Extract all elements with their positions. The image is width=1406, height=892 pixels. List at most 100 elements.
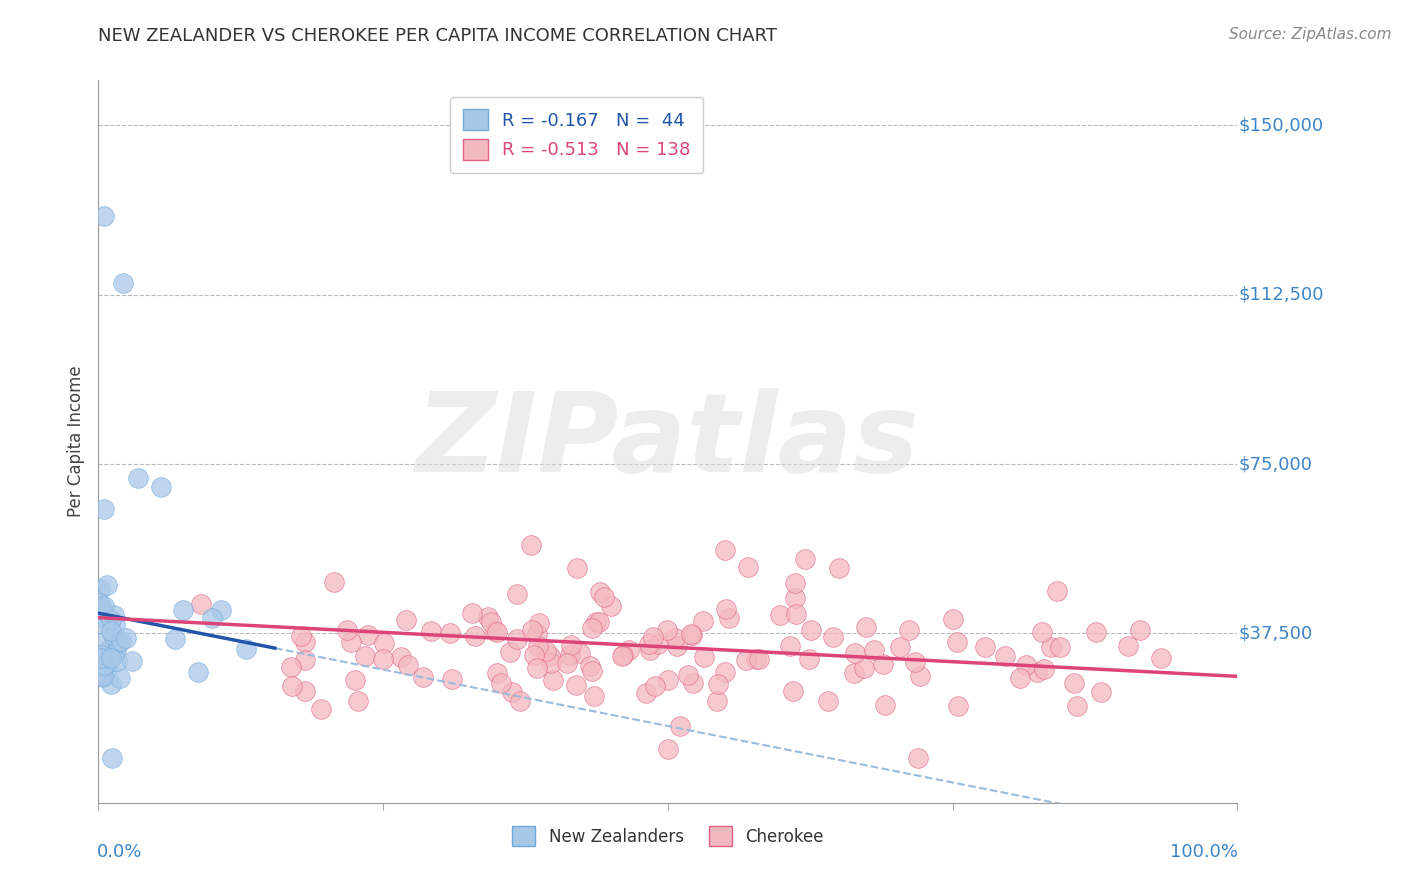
Point	[523, 648, 546, 662]
Point	[103, 628, 125, 642]
Point	[714, 542, 737, 557]
Point	[863, 643, 886, 657]
Point	[842, 665, 865, 680]
Point	[734, 653, 756, 667]
Point	[280, 660, 302, 674]
Point	[91, 648, 114, 662]
Point	[536, 644, 558, 658]
Point	[681, 627, 703, 641]
Text: $75,000: $75,000	[1239, 455, 1312, 473]
Point	[1039, 640, 1062, 654]
Point	[87, 659, 110, 673]
Point	[600, 599, 623, 614]
Point	[439, 626, 461, 640]
Point	[668, 719, 690, 733]
Point	[655, 623, 678, 637]
Point	[343, 673, 366, 687]
Point	[108, 671, 131, 685]
Point	[114, 631, 136, 645]
Point	[100, 613, 122, 627]
Point	[477, 609, 499, 624]
Point	[637, 637, 659, 651]
Point	[395, 613, 418, 627]
Point	[745, 652, 768, 666]
Point	[706, 694, 728, 708]
Point	[946, 635, 969, 649]
Point	[100, 677, 122, 691]
Point	[657, 741, 679, 756]
Point	[294, 653, 316, 667]
Point	[209, 603, 232, 617]
Point	[498, 645, 520, 659]
Point	[588, 615, 610, 629]
Point	[1149, 650, 1171, 665]
Point	[520, 538, 543, 552]
Point	[785, 607, 807, 621]
Point	[946, 699, 969, 714]
Point	[692, 614, 714, 628]
Point	[817, 694, 839, 708]
Point	[785, 591, 807, 605]
Point	[779, 640, 801, 654]
Point	[555, 656, 578, 670]
Point	[617, 643, 640, 657]
Point	[187, 665, 209, 679]
Point	[568, 646, 591, 660]
Point	[485, 665, 508, 680]
Point	[506, 587, 529, 601]
Point	[501, 685, 523, 699]
Point	[585, 615, 607, 629]
Point	[1084, 624, 1107, 639]
Point	[565, 561, 588, 575]
Point	[641, 630, 664, 644]
Point	[506, 632, 529, 646]
Point	[581, 664, 603, 678]
Point	[201, 610, 224, 624]
Point	[889, 640, 911, 655]
Point	[748, 651, 770, 665]
Point	[235, 641, 257, 656]
Point	[396, 658, 419, 673]
Point	[1129, 623, 1152, 637]
Legend: New Zealanders, Cherokee: New Zealanders, Cherokee	[505, 820, 831, 852]
Point	[1026, 665, 1049, 679]
Point	[1049, 640, 1071, 654]
Point	[583, 689, 606, 703]
Text: $37,500: $37,500	[1239, 624, 1313, 642]
Point	[799, 651, 821, 665]
Point	[103, 608, 125, 623]
Point	[461, 607, 484, 621]
Point	[87, 610, 110, 624]
Point	[1015, 657, 1038, 672]
Point	[90, 650, 112, 665]
Text: 0.0%: 0.0%	[97, 843, 142, 861]
Point	[540, 657, 562, 671]
Point	[908, 669, 931, 683]
Point	[93, 502, 115, 516]
Point	[612, 648, 634, 662]
Point	[354, 648, 377, 663]
Point	[828, 561, 851, 575]
Point	[91, 670, 114, 684]
Point	[87, 636, 110, 650]
Point	[636, 685, 658, 699]
Point	[800, 623, 823, 637]
Point	[105, 654, 128, 668]
Point	[682, 675, 704, 690]
Point	[1031, 625, 1053, 640]
Text: $112,500: $112,500	[1239, 285, 1324, 304]
Point	[91, 669, 114, 683]
Point	[100, 624, 122, 638]
Point	[526, 661, 548, 675]
Point	[589, 585, 612, 599]
Point	[693, 649, 716, 664]
Point	[87, 596, 110, 610]
Point	[90, 602, 112, 616]
Point	[336, 624, 359, 638]
Point	[127, 470, 149, 484]
Point	[294, 683, 316, 698]
Point	[853, 660, 876, 674]
Point	[1066, 698, 1088, 713]
Point	[593, 590, 616, 604]
Point	[907, 750, 929, 764]
